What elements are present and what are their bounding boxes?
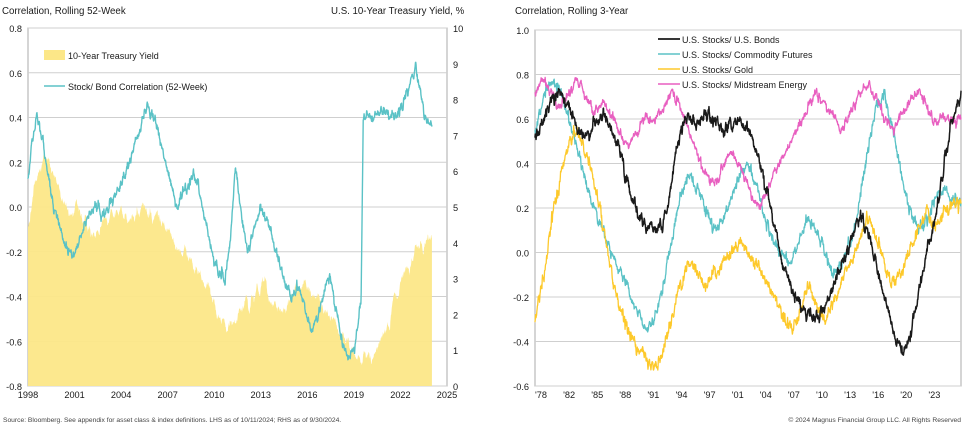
svg-text:'97: '97 bbox=[704, 390, 716, 400]
svg-text:8: 8 bbox=[453, 96, 458, 106]
svg-text:'91: '91 bbox=[647, 390, 659, 400]
svg-text:0.2: 0.2 bbox=[516, 204, 529, 214]
svg-text:0.8: 0.8 bbox=[516, 71, 529, 81]
svg-text:-0.6: -0.6 bbox=[513, 382, 529, 392]
svg-text:0.4: 0.4 bbox=[9, 114, 22, 124]
svg-text:2004: 2004 bbox=[111, 390, 131, 400]
svg-text:0.0: 0.0 bbox=[516, 249, 529, 259]
svg-text:'82: '82 bbox=[563, 390, 575, 400]
svg-text:2: 2 bbox=[453, 310, 458, 320]
svg-text:2016: 2016 bbox=[297, 390, 317, 400]
svg-text:'01: '01 bbox=[732, 390, 744, 400]
svg-text:10: 10 bbox=[453, 24, 463, 34]
svg-text:7: 7 bbox=[453, 131, 458, 141]
svg-text:'20: '20 bbox=[900, 390, 912, 400]
svg-text:0.6: 0.6 bbox=[516, 115, 529, 125]
svg-text:U.S. Stocks/ Gold: U.S. Stocks/ Gold bbox=[682, 65, 753, 75]
svg-text:2010: 2010 bbox=[204, 390, 224, 400]
svg-text:1.0: 1.0 bbox=[516, 26, 529, 36]
svg-text:10-Year Treasury Yield: 10-Year Treasury Yield bbox=[68, 51, 159, 61]
svg-text:-0.2: -0.2 bbox=[6, 248, 22, 258]
svg-text:0.2: 0.2 bbox=[9, 158, 22, 168]
svg-text:U.S. Stocks/ Commodity Futures: U.S. Stocks/ Commodity Futures bbox=[682, 50, 813, 60]
svg-text:-0.4: -0.4 bbox=[513, 338, 529, 348]
svg-text:'10: '10 bbox=[816, 390, 828, 400]
svg-text:'78: '78 bbox=[535, 390, 547, 400]
svg-text:-0.4: -0.4 bbox=[6, 293, 22, 303]
svg-text:'04: '04 bbox=[760, 390, 772, 400]
svg-text:0.8: 0.8 bbox=[9, 24, 22, 34]
svg-text:0.4: 0.4 bbox=[516, 160, 529, 170]
svg-text:0.0: 0.0 bbox=[9, 203, 22, 213]
svg-text:1: 1 bbox=[453, 346, 458, 356]
svg-text:3: 3 bbox=[453, 275, 458, 285]
svg-text:U.S. Stocks/ Midstream Energy: U.S. Stocks/ Midstream Energy bbox=[682, 80, 808, 90]
svg-text:9: 9 bbox=[453, 60, 458, 70]
svg-text:'94: '94 bbox=[676, 390, 688, 400]
svg-text:2013: 2013 bbox=[251, 390, 271, 400]
svg-text:'16: '16 bbox=[872, 390, 884, 400]
svg-text:Stock/ Bond Correlation (52-We: Stock/ Bond Correlation (52-Week) bbox=[68, 82, 207, 92]
svg-text:-0.6: -0.6 bbox=[6, 337, 22, 347]
svg-text:2022: 2022 bbox=[390, 390, 410, 400]
svg-text:2007: 2007 bbox=[157, 390, 177, 400]
svg-text:0.6: 0.6 bbox=[9, 69, 22, 79]
svg-text:2025: 2025 bbox=[437, 390, 457, 400]
svg-text:-0.2: -0.2 bbox=[513, 293, 529, 303]
svg-text:U.S. Stocks/ U.S. Bonds: U.S. Stocks/ U.S. Bonds bbox=[682, 35, 780, 45]
svg-text:5: 5 bbox=[453, 203, 458, 213]
svg-text:2019: 2019 bbox=[344, 390, 364, 400]
svg-text:'85: '85 bbox=[591, 390, 603, 400]
svg-text:1998: 1998 bbox=[18, 390, 38, 400]
svg-text:'88: '88 bbox=[619, 390, 631, 400]
svg-text:'23: '23 bbox=[928, 390, 940, 400]
svg-text:6: 6 bbox=[453, 167, 458, 177]
svg-text:4: 4 bbox=[453, 239, 458, 249]
svg-text:'13: '13 bbox=[844, 390, 856, 400]
svg-text:2001: 2001 bbox=[64, 390, 84, 400]
svg-text:'07: '07 bbox=[788, 390, 800, 400]
